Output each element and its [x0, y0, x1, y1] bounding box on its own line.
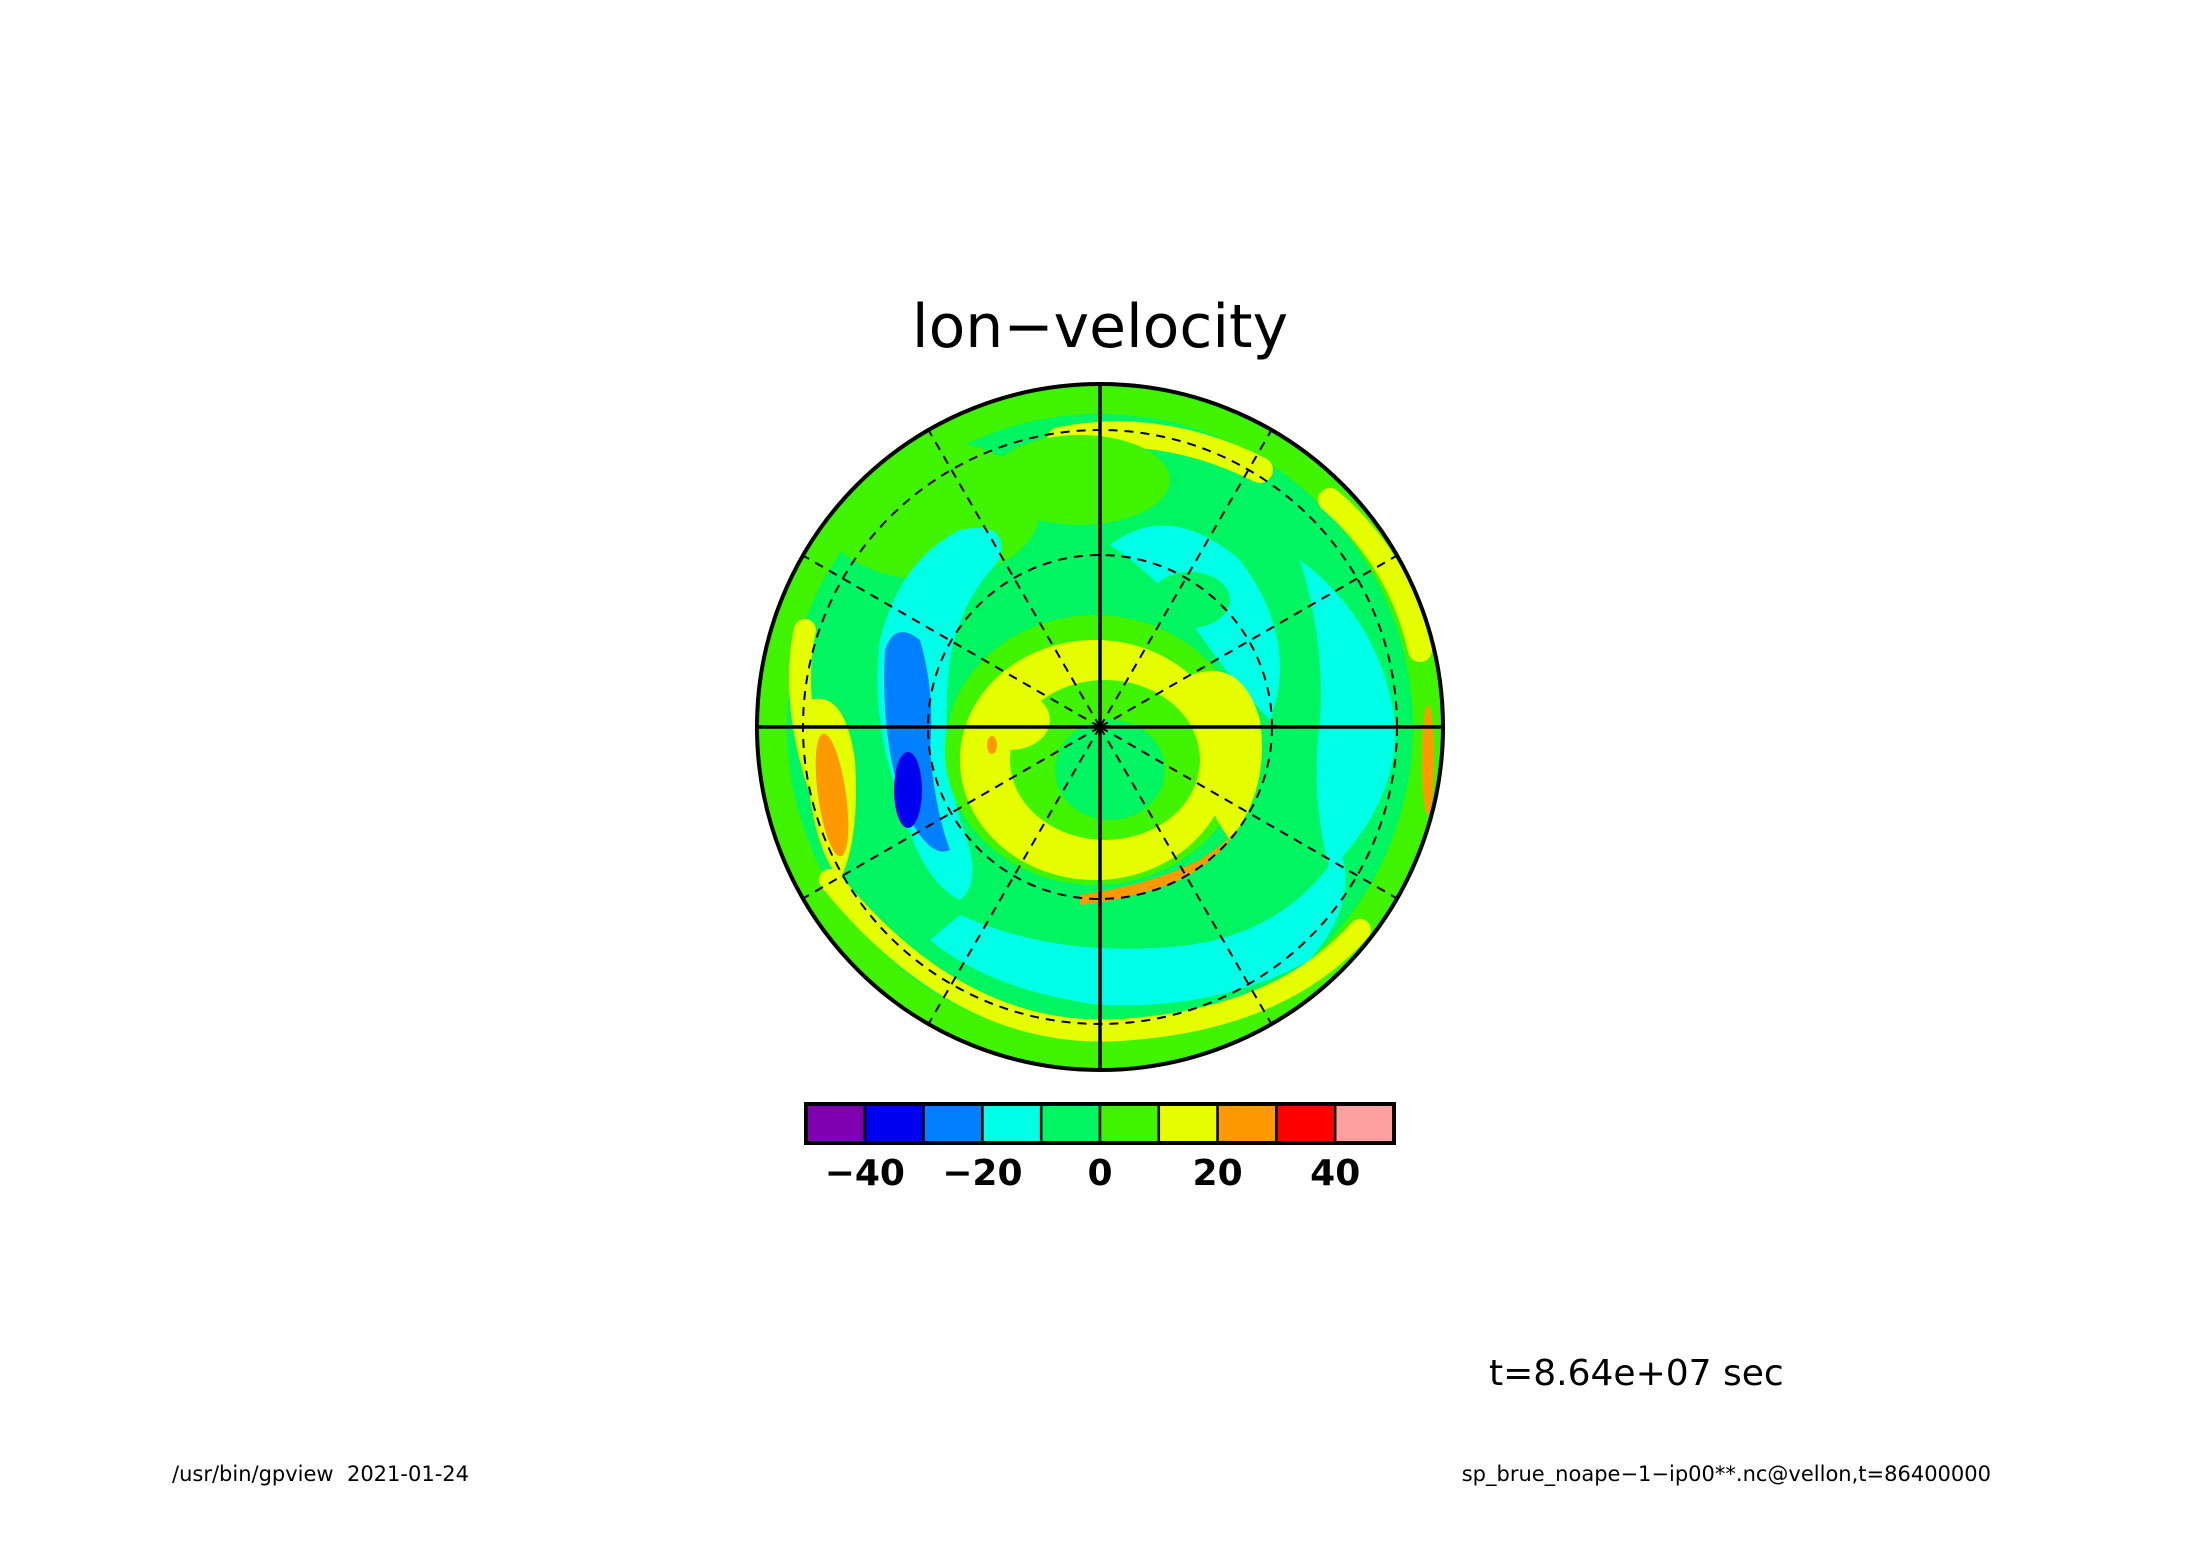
colorbar-swatch: [863, 1102, 925, 1145]
colorbar-swatch: [922, 1102, 984, 1145]
colorbar-frame: [804, 1102, 1396, 1145]
east-easterly-belt: [1300, 560, 1396, 870]
inner-yellow-patch: [970, 690, 1050, 750]
western-flank-max: [815, 733, 849, 857]
colorbar: [804, 1102, 1396, 1145]
colorbar-swatch: [1216, 1102, 1278, 1145]
ring-band-yellow-east: [1318, 488, 1432, 662]
colorbar-swatch: [1098, 1102, 1161, 1145]
southern-easterly-belt: [930, 850, 1346, 1006]
footer-right: sp_brue_noape−1−ip00**.nc@vellon,t=86400…: [1462, 1462, 1991, 1487]
colorbar-swatch: [804, 1102, 867, 1145]
inner-small-max: [987, 736, 997, 754]
colorbar-swatch: [981, 1102, 1043, 1145]
colorbar-swatch: [1039, 1102, 1102, 1145]
colorbar-swatch: [1275, 1102, 1337, 1145]
south-arc-max: [1080, 830, 1235, 905]
colorbar-tick-label: 40: [1310, 1153, 1360, 1194]
colorbar-tick-label: −20: [942, 1153, 1022, 1194]
colorbar-tick-label: 20: [1193, 1153, 1243, 1194]
colorbar-tick-label: 0: [1087, 1153, 1112, 1194]
colorbar-tick-label: −40: [825, 1153, 905, 1194]
colorbar-swatch: [1333, 1102, 1396, 1145]
east-inner-yellow: [1180, 671, 1262, 840]
footer-left: /usr/bin/gpview 2021-01-24: [172, 1462, 469, 1486]
northeast-green-core: [1150, 572, 1230, 628]
plot-boundary: [755, 382, 1445, 1072]
colorbar-ticks: −40 −20 0 20 40: [825, 1153, 1361, 1194]
time-label: t=8.64e+07 sec: [1489, 1353, 1784, 1394]
inner-core-field: [1055, 720, 1165, 820]
eastern-edge-max: [1422, 705, 1434, 815]
western-jet-min: [894, 752, 922, 828]
colorbar-swatch: [1157, 1102, 1219, 1145]
ring-band-yellow-south: [819, 869, 1371, 1042]
polar-plot: [755, 382, 1445, 1072]
chart-title: lon−velocity: [912, 292, 1288, 362]
north-green: [990, 435, 1170, 525]
